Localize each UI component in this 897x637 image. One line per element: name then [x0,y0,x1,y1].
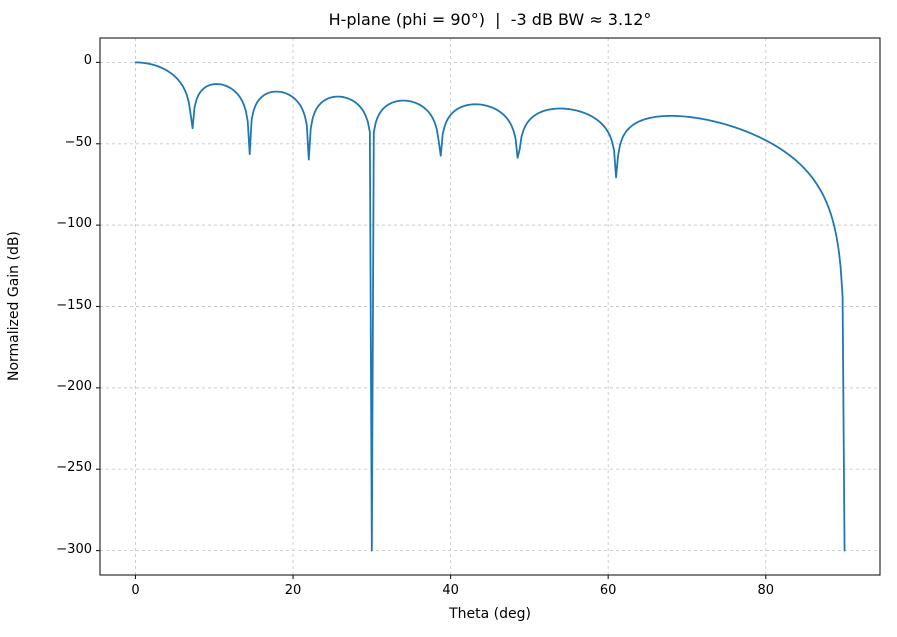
y-tick-label: 0 [83,53,92,69]
chart-title: H-plane (phi = 90°) | -3 dB BW ≈ 3.12° [328,10,652,29]
x-tick-label: 80 [757,583,775,598]
y-tick-label: −50 [64,134,92,150]
y-tick-label: −300 [56,541,92,557]
y-tick-label: −150 [56,297,92,313]
tick-marks [96,61,767,579]
x-tick-label: 20 [284,583,302,598]
x-tick-label: 40 [442,583,459,598]
y-tick-label: −250 [56,460,92,476]
x-tick-label: 0 [131,583,140,598]
x-axis-label: Theta (deg) [449,606,531,622]
grid-lines [100,38,880,575]
y-tick-label: −200 [56,378,92,394]
data-line [134,61,846,552]
x-tick-label: 60 [599,583,617,598]
y-tick-label: −100 [56,216,92,232]
